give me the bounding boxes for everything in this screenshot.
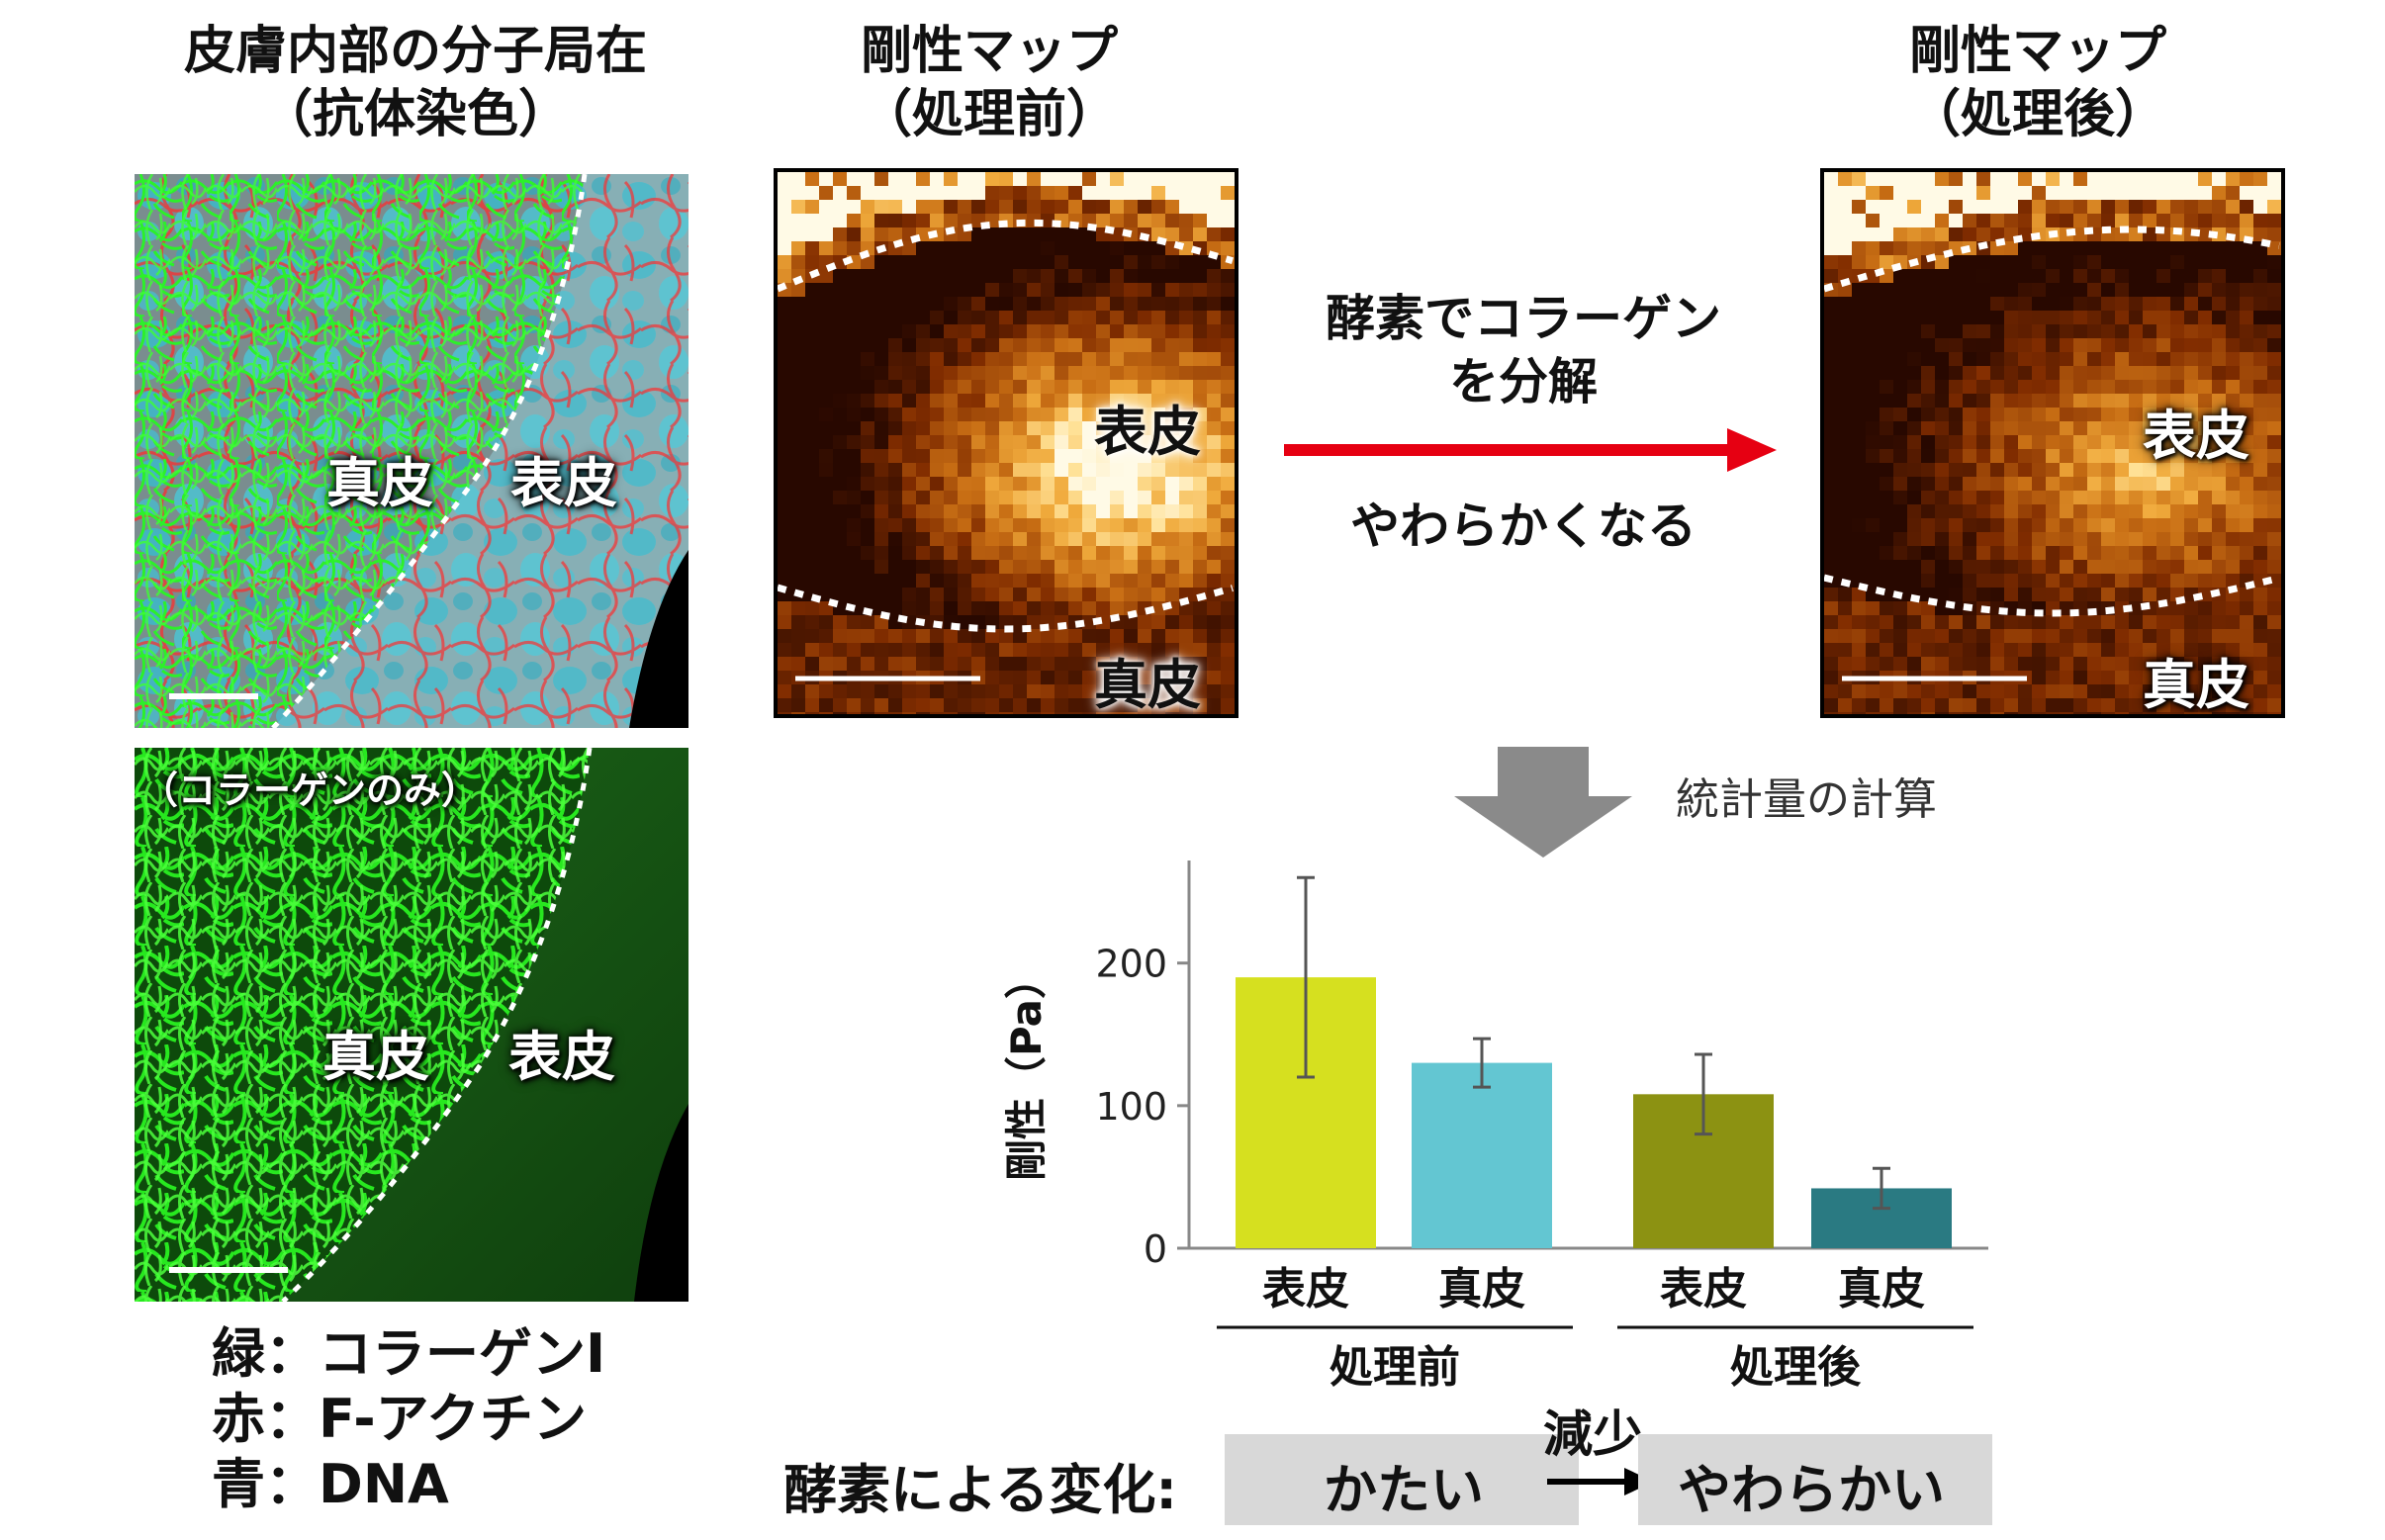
error-bar (1297, 875, 1315, 1079)
post-map-heatmap (1824, 172, 2281, 714)
stain-label-epidermis: 表皮 (510, 452, 617, 514)
summary-to-text: やわらかい (1678, 1459, 1945, 1521)
error-bar (1873, 1166, 1890, 1211)
pre-map-heatmap (778, 172, 1235, 714)
x-category-label: 表皮 (1660, 1264, 1747, 1314)
left-panel-title: 皮膚内部の分子局在 （抗体染色） (138, 20, 692, 146)
process-arrow-above-text: 酵素でコラーゲン を分解 (1286, 287, 1761, 413)
legend-blue: 青：DNA (212, 1453, 449, 1515)
boundary-bottom (778, 584, 1234, 633)
stats-label: 統計量の計算 (1676, 774, 1937, 825)
legend-red: 赤：F-アクチン (212, 1388, 587, 1450)
legend-green: 緑：コラーゲンI (212, 1322, 606, 1385)
stain-label-dermis: 真皮 (326, 452, 433, 514)
boundary-top (1824, 226, 2280, 293)
boundary-top (778, 219, 1234, 293)
collagen-image (135, 748, 688, 1302)
y-tick-label: 100 (1095, 1085, 1167, 1129)
summary-arrow-label: 減少 (1543, 1405, 1642, 1463)
collagen-label-dermis: 真皮 (322, 1026, 429, 1088)
error-bar (1695, 1052, 1712, 1136)
color-legend: 緑：コラーゲンI 赤：F-アクチン 青：DNA (212, 1321, 605, 1517)
group-label: 処理後 (1730, 1342, 1862, 1393)
error-bar (1473, 1037, 1491, 1089)
process-arrow (1284, 428, 1777, 472)
boundary-bottom (1824, 574, 2280, 617)
x-category-label: 表皮 (1262, 1264, 1349, 1314)
process-above-line2: を分解 (1449, 353, 1598, 410)
pre-map-label-dermis: 真皮 (1094, 654, 1201, 716)
post-stiffness-map: 表皮 真皮 (1820, 168, 2285, 718)
stats-down-arrow (1454, 747, 1632, 858)
left-title-line2: （抗体染色） (260, 85, 570, 144)
pre-map-title: 剛性マップ （処理前） (752, 20, 1227, 146)
summary-from-box: かたい (1225, 1434, 1579, 1525)
y-tick-label: 200 (1095, 943, 1167, 986)
post-map-title: 剛性マップ （処理後） (1800, 20, 2275, 146)
y-axis-label: 剛性（Pa） (1002, 957, 1051, 1181)
post-title-line1: 剛性マップ (1908, 22, 2166, 81)
x-category-label: 真皮 (1438, 1264, 1525, 1314)
pre-stiffness-map: 表皮 真皮 (774, 168, 1238, 718)
left-title-line1: 皮膚内部の分子局在 (183, 22, 647, 81)
x-category-label: 真皮 (1838, 1264, 1925, 1314)
bar (1412, 1062, 1552, 1248)
collagen-caption: （コラーゲンのみ） (140, 769, 480, 812)
group-label: 処理前 (1330, 1342, 1460, 1393)
collagen-image-panel: （コラーゲンのみ） 真皮 表皮 (135, 748, 688, 1302)
post-title-line2: （処理後） (1908, 85, 2166, 144)
collagen-label-epidermis: 表皮 (508, 1026, 615, 1088)
pre-title-line2: （処理前） (860, 85, 1118, 144)
heatmap-cells (1824, 172, 2281, 714)
pre-title-line1: 剛性マップ (860, 22, 1118, 81)
post-map-label-dermis: 真皮 (2143, 654, 2249, 716)
summary-to-box: やわらかい (1638, 1434, 1992, 1525)
pre-map-label-epidermis: 表皮 (1094, 401, 1201, 463)
process-above-line1: 酵素でコラーゲン (1326, 290, 1721, 347)
stain-image-panel: 真皮 表皮 (135, 174, 688, 728)
post-map-label-epidermis: 表皮 (2143, 405, 2249, 467)
process-arrow-below-text: やわらかくなる (1350, 498, 1697, 555)
y-tick-label: 0 (1144, 1227, 1167, 1271)
summary-label: 酵素による変化: (783, 1459, 1177, 1521)
summary-from-text: かたい (1324, 1459, 1484, 1521)
stain-image (135, 174, 688, 728)
